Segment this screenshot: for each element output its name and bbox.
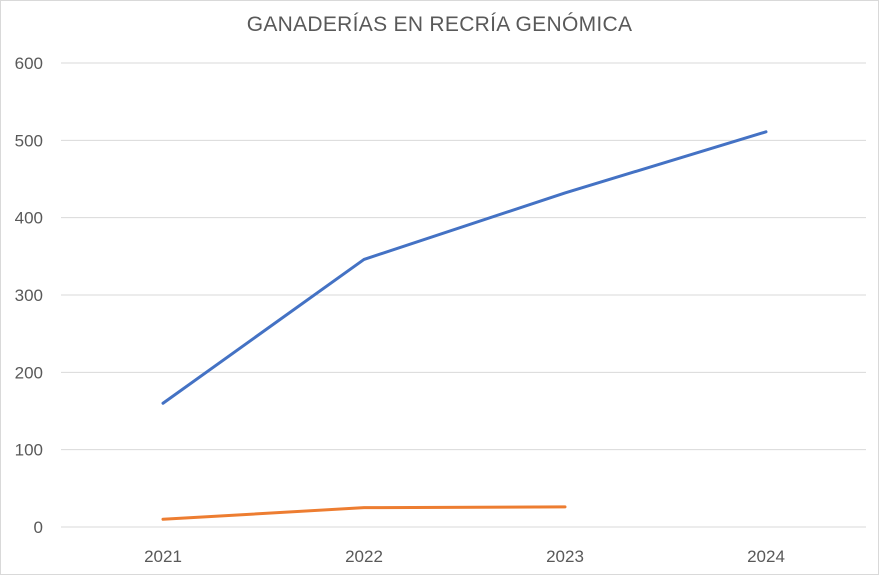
y-tick-label: 100 bbox=[15, 441, 43, 460]
y-tick-label: 300 bbox=[15, 286, 43, 305]
y-axis-ticks: 0 100 200 300 400 500 600 bbox=[15, 54, 43, 537]
x-axis-ticks: 2021 2022 2023 2024 bbox=[144, 547, 785, 566]
y-tick-label: 500 bbox=[15, 131, 43, 150]
x-tick-label: 2021 bbox=[144, 547, 182, 566]
y-tick-label: 200 bbox=[15, 363, 43, 382]
x-tick-label: 2022 bbox=[345, 547, 383, 566]
series-line-1 bbox=[161, 130, 768, 405]
y-tick-label: 0 bbox=[34, 518, 43, 537]
series-line-2 bbox=[161, 505, 567, 521]
x-tick-label: 2024 bbox=[747, 547, 785, 566]
y-tick-label: 600 bbox=[15, 54, 43, 73]
x-tick-label: 2023 bbox=[546, 547, 584, 566]
gridlines bbox=[61, 62, 866, 528]
chart-title: GANADERÍAS EN RECRÍA GENÓMICA bbox=[246, 13, 633, 36]
y-tick-label: 400 bbox=[15, 209, 43, 228]
series-lines bbox=[161, 130, 768, 521]
